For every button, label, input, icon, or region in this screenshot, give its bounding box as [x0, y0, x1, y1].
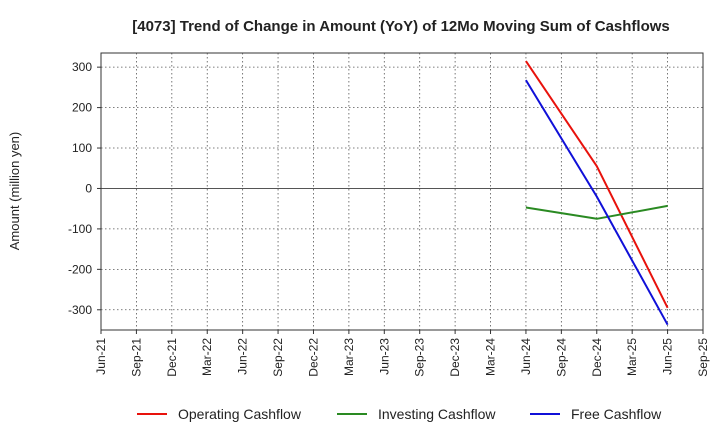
x-tick-label: Jun-24	[519, 338, 533, 375]
x-tick-label: Dec-21	[165, 338, 179, 377]
x-tick-label: Jun-21	[94, 338, 108, 375]
y-tick-label: 300	[72, 60, 92, 74]
x-tick-label: Sep-22	[271, 338, 285, 377]
legend-label: Operating Cashflow	[178, 406, 302, 422]
series-lines	[525, 60, 669, 326]
y-axis-title: Amount (million yen)	[7, 132, 22, 251]
series-line	[525, 60, 669, 309]
series-line	[525, 204, 668, 220]
y-axis-ticks: 300 200 100 0 -100 -200 -300	[68, 60, 101, 317]
y-tick-label: 100	[72, 141, 92, 155]
grid	[100, 53, 704, 330]
legend-label: Investing Cashflow	[378, 406, 496, 422]
legend: Operating Cashflow Investing Cashflow Free…	[137, 406, 662, 422]
x-tick-label: Jun-23	[377, 338, 391, 375]
x-tick-label: Dec-22	[306, 338, 320, 377]
x-tick-label: Jun-22	[236, 338, 250, 375]
x-tick-label: Sep-21	[129, 338, 143, 377]
x-tick-label: Mar-22	[200, 338, 214, 376]
x-axis-ticks: Jun-21 Sep-21 Dec-21 Mar-22 Jun-22 Sep-22 Dec-…	[94, 330, 710, 377]
legend-label: Free Cashflow	[571, 406, 662, 422]
x-tick-label: Sep-23	[413, 338, 427, 377]
series-line	[525, 79, 669, 326]
y-tick-label: -100	[68, 222, 92, 236]
chart-title: [4073] Trend of Change in Amount (YoY) o…	[132, 18, 670, 35]
x-tick-label: Sep-25	[696, 338, 710, 377]
x-tick-label: Sep-24	[554, 338, 568, 377]
y-tick-label: -200	[68, 262, 92, 276]
y-tick-label: -300	[68, 303, 92, 317]
x-tick-label: Jun-25	[661, 338, 675, 375]
y-tick-label: 0	[85, 181, 92, 195]
x-tick-label: Mar-23	[342, 338, 356, 376]
x-tick-label: Dec-24	[590, 338, 604, 377]
x-tick-label: Mar-25	[625, 338, 639, 376]
y-tick-label: 200	[72, 101, 92, 115]
x-tick-label: Mar-24	[484, 338, 498, 376]
x-tick-label: Dec-23	[448, 338, 462, 377]
plot-frame	[100, 52, 704, 331]
